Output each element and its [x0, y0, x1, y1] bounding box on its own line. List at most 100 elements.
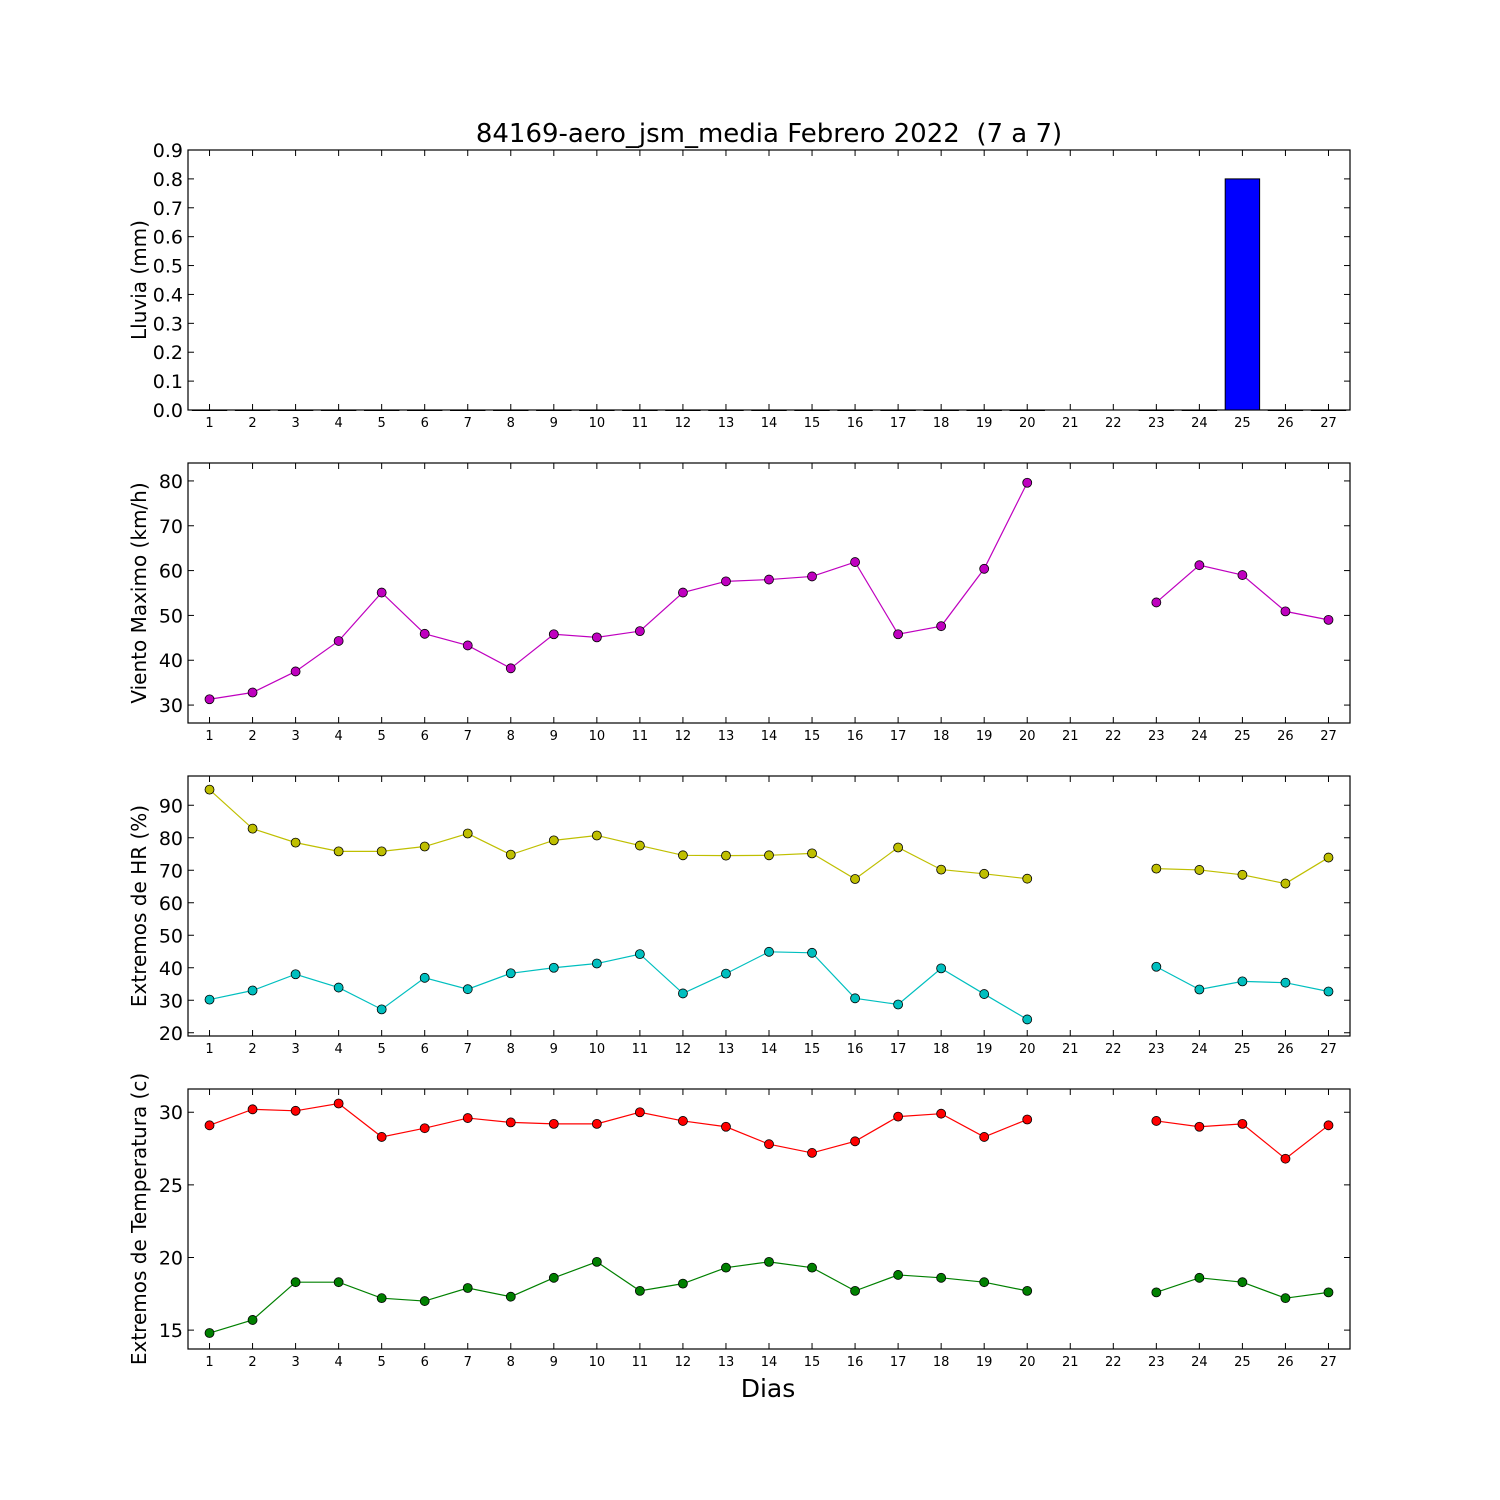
data-point [1151, 1116, 1162, 1126]
data-point [204, 1328, 215, 1338]
x-tick-label: 26 [1277, 729, 1294, 744]
x-tick-label: 16 [847, 416, 864, 431]
data-point [548, 1272, 559, 1283]
data-point [419, 1123, 430, 1134]
x-tick-label: 14 [761, 1042, 778, 1057]
x-tick-label: 20 [1019, 729, 1036, 744]
x-tick-label: 16 [847, 1042, 864, 1057]
y-tick-label: 80 [159, 828, 183, 850]
bar [966, 409, 1002, 411]
x-tick-label: 3 [291, 1355, 299, 1370]
x-tick-label: 11 [632, 1355, 649, 1370]
bar [406, 409, 443, 411]
data-point [850, 993, 860, 1004]
bar [1267, 409, 1304, 411]
data-point [893, 842, 904, 853]
bar [794, 409, 830, 411]
x-tick-label: 4 [334, 416, 342, 431]
x-tick-label: 12 [675, 416, 692, 431]
x-tick-label: 19 [976, 416, 993, 431]
bar [837, 409, 873, 411]
y-tick-label: 0.8 [153, 169, 183, 191]
data-point [204, 784, 215, 795]
x-tick-label: 3 [291, 1042, 299, 1057]
y-tick-label: 30 [159, 990, 183, 1012]
x-tick-label: 7 [464, 1042, 472, 1057]
data-point [376, 1132, 387, 1142]
y-tick-label: 30 [159, 1102, 183, 1124]
x-tick-label: 4 [334, 1355, 342, 1370]
data-point [634, 1285, 645, 1296]
x-tick-label: 13 [718, 1355, 735, 1370]
data-point [505, 1117, 516, 1128]
data-point [1280, 1293, 1291, 1304]
bar [1224, 178, 1261, 411]
x-tick-label: 1 [205, 1042, 213, 1057]
x-tick-label: 27 [1320, 729, 1337, 744]
x-tick-label: 9 [550, 1042, 558, 1057]
data-point [376, 846, 387, 857]
data-point [807, 1262, 817, 1273]
data-point [936, 1108, 947, 1119]
data-point [979, 563, 990, 574]
y-axis-label: Viento Maximo (km/h) [127, 482, 151, 703]
bar [234, 409, 271, 411]
x-tick-label: 26 [1277, 1042, 1294, 1057]
x-tick-label: 2 [248, 416, 256, 431]
data-point [1151, 597, 1162, 608]
data-point [462, 1283, 473, 1293]
x-tick-label: 23 [1148, 1042, 1165, 1057]
y-axis-label: Extremos de Temperatura (c) [127, 1073, 151, 1365]
data-point [893, 1111, 904, 1122]
data-point [1194, 1272, 1205, 1283]
data-point [376, 1293, 387, 1304]
x-tick-label: 18 [933, 416, 950, 431]
x-tick-label: 6 [421, 416, 429, 431]
data-point [634, 840, 645, 851]
x-tick-label: 1 [205, 1355, 213, 1370]
data-point [204, 1120, 215, 1131]
x-tick-label: 25 [1234, 1355, 1251, 1370]
data-point [807, 947, 817, 958]
data-point [1194, 865, 1205, 875]
x-tick-label: 3 [291, 416, 299, 431]
y-tick-label: 0.2 [153, 342, 183, 364]
x-tick-label: 6 [421, 729, 429, 744]
data-point [591, 830, 602, 841]
data-point [979, 1277, 990, 1288]
x-tick-label: 18 [933, 1355, 950, 1370]
data-point [936, 963, 947, 974]
data-point [548, 629, 559, 640]
bar [1181, 409, 1218, 411]
x-tick-label: 17 [890, 1355, 907, 1370]
panels: 0.00.10.20.30.40.50.60.70.80.91 2 3 4 5 6 7 8 9 1… [127, 140, 1351, 1370]
data-point [893, 629, 904, 640]
data-point [505, 663, 516, 674]
series-line [209, 951, 1028, 1020]
bar [191, 409, 228, 411]
data-point [1022, 1014, 1033, 1025]
x-tick-label: 12 [675, 1042, 692, 1057]
y-tick-label: 60 [159, 893, 183, 915]
y-tick-label: 60 [159, 561, 183, 583]
x-tick-label: 25 [1234, 1042, 1251, 1057]
x-tick-label: 14 [761, 416, 778, 431]
data-point [764, 1139, 774, 1150]
x-tick-label: 14 [761, 1355, 778, 1370]
x-tick-label: 23 [1148, 416, 1165, 431]
series-line [209, 1102, 1028, 1154]
x-tick-label: 4 [334, 1042, 342, 1057]
x-tick-label: 26 [1277, 1355, 1294, 1370]
x-tick-label: 20 [1019, 1042, 1036, 1057]
x-tick-label: 9 [550, 729, 558, 744]
data-point [1237, 1118, 1248, 1129]
x-tick-label: 8 [507, 1355, 515, 1370]
x-tick-label: 8 [507, 1042, 515, 1057]
data-point [548, 962, 559, 973]
x-tick-label: 15 [804, 729, 821, 744]
data-point [333, 846, 344, 857]
data-point [1323, 852, 1334, 863]
